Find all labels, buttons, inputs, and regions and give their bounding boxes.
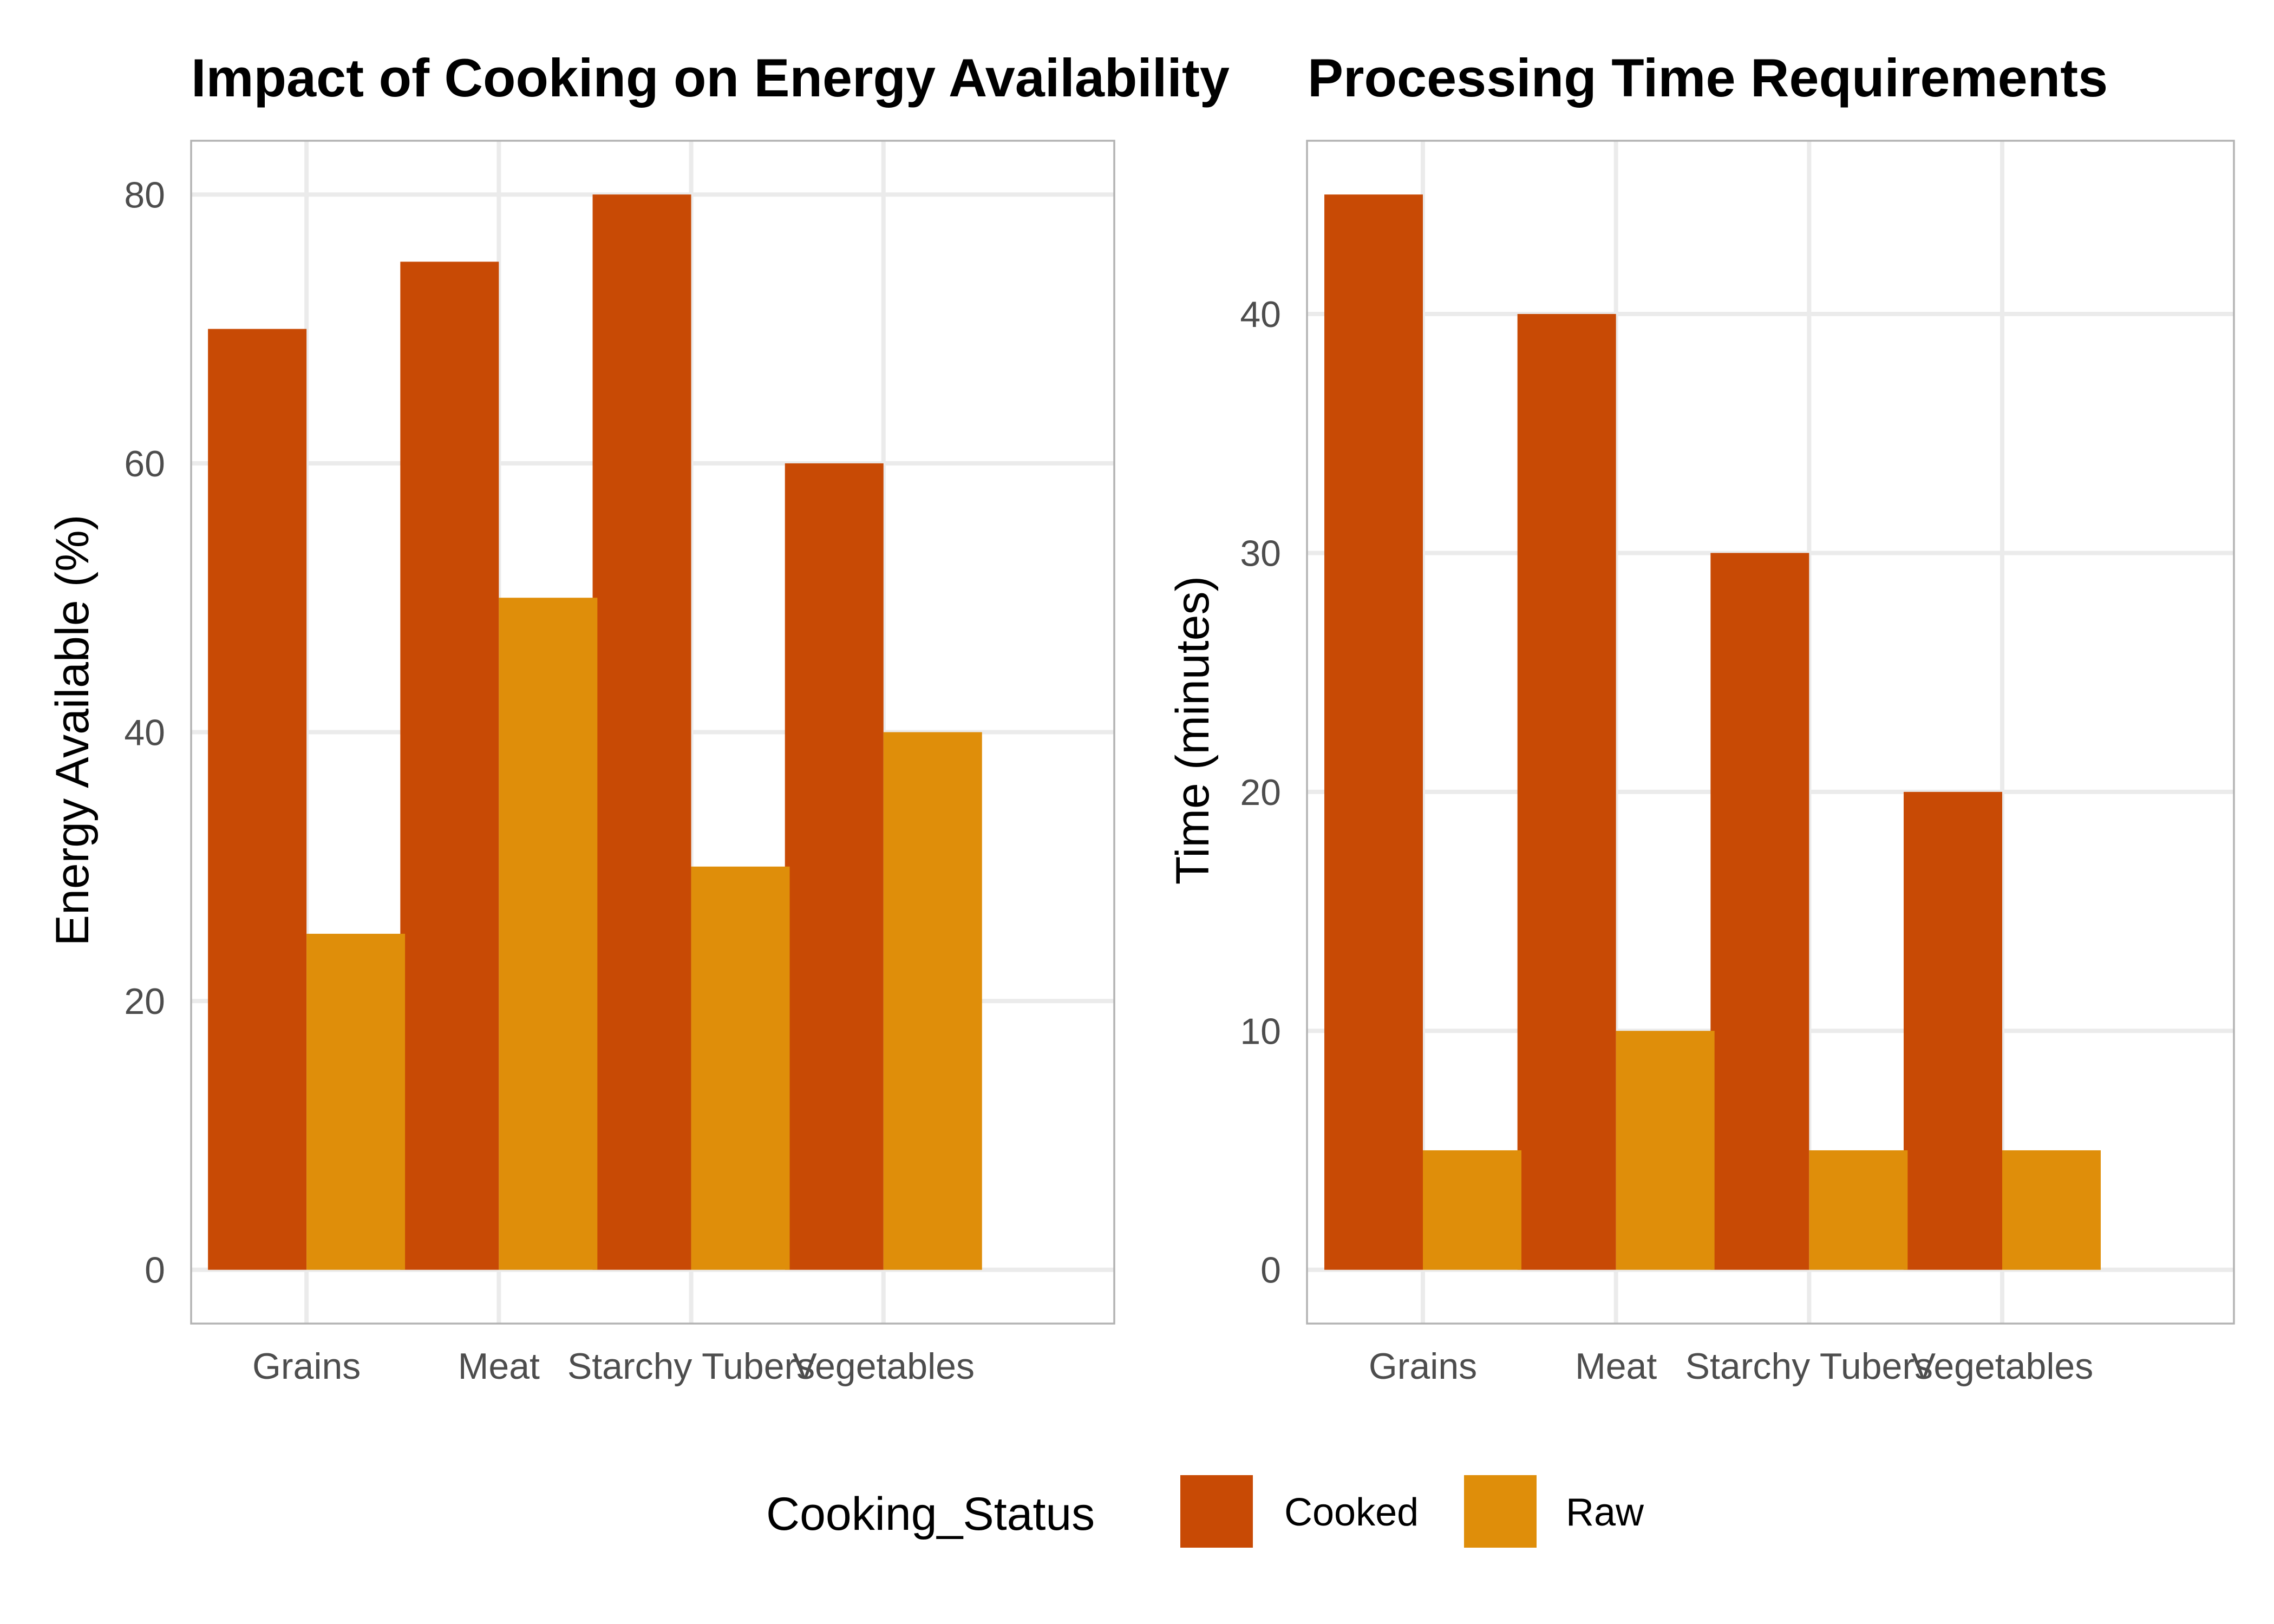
time-chart-x-tick-label-meat: Meat (1575, 1346, 1657, 1387)
time-chart-y-ticks: 0 10 20 30 40 (1240, 294, 1281, 1291)
energy-chart-bar-meat-raw (499, 598, 598, 1270)
legend: Cooking_Status Cooked Raw (766, 1475, 1644, 1548)
time-chart-x-tick-label-vegetables: Vegetables (1911, 1346, 2094, 1387)
legend-swatch-raw (1464, 1475, 1537, 1548)
energy-chart-panel: Impact of Cooking on Energy Availability… (47, 48, 1230, 1387)
time-chart-panel: Processing Time Requirements 0 10 20 30 40 G… (1167, 48, 2235, 1387)
energy-chart-y-tick-label: 40 (124, 712, 165, 754)
energy-chart-x-tick-label-starchy-tubers: Starchy Tubers (567, 1346, 815, 1387)
time-chart-bar-grains-cooked (1324, 194, 1423, 1270)
energy-chart-bar-grains-cooked (208, 329, 307, 1270)
time-chart-y-tick-label: 0 (1260, 1250, 1281, 1291)
energy-chart-y-tick-label: 0 (145, 1250, 165, 1291)
time-chart-y-tick-label: 40 (1240, 294, 1281, 335)
energy-chart-y-tick-label: 20 (124, 981, 165, 1022)
time-chart-bar-vegetables-raw (2002, 1150, 2101, 1270)
time-chart-bar-starchy-tubers-raw (1809, 1150, 1908, 1270)
time-chart-bars (1324, 194, 2101, 1270)
time-chart-frame (1306, 140, 2235, 1325)
time-chart-y-axis-title: Time (minutes) (1167, 576, 1219, 885)
energy-chart-bars (208, 194, 982, 1270)
time-chart-y-tick-label: 30 (1240, 533, 1281, 574)
time-chart-bar-meat-cooked (1517, 314, 1616, 1270)
legend-swatch-cooked (1180, 1475, 1253, 1548)
energy-chart-bar-meat-cooked (400, 261, 499, 1270)
energy-chart-x-tick-label-meat: Meat (458, 1346, 540, 1387)
energy-chart-y-axis-title: Energy Available (%) (47, 515, 99, 946)
time-chart-bar-starchy-tubers-cooked (1710, 553, 1809, 1270)
energy-chart-frame (190, 140, 1115, 1325)
energy-chart-bar-grains-raw (306, 933, 406, 1270)
time-chart-x-tick-label-grains: Grains (1369, 1346, 1477, 1387)
energy-chart-y-ticks: 0 20 40 60 80 (124, 174, 165, 1291)
time-chart-bar-vegetables-cooked (1904, 791, 2002, 1270)
legend-title: Cooking_Status (766, 1488, 1095, 1540)
time-chart-y-tick-label: 10 (1240, 1011, 1281, 1052)
energy-chart-bar-vegetables-cooked (785, 463, 884, 1270)
energy-chart-x-tick-label-vegetables: Vegetables (792, 1346, 975, 1387)
energy-chart-bar-starchy-tubers-cooked (592, 194, 691, 1270)
energy-chart-title: Impact of Cooking on Energy Availability (191, 48, 1230, 108)
energy-chart-x-tick-label-grains: Grains (252, 1346, 361, 1387)
energy-chart-y-tick-label: 60 (124, 443, 165, 484)
time-chart-x-tick-label-starchy-tubers: Starchy Tubers (1685, 1346, 1933, 1387)
time-chart-title: Processing Time Requirements (1308, 48, 2108, 108)
energy-chart-bar-vegetables-raw (883, 732, 982, 1270)
energy-chart-y-tick-label: 80 (124, 174, 165, 215)
time-chart-bar-grains-raw (1423, 1150, 1521, 1270)
time-chart-bar-meat-raw (1616, 1031, 1715, 1270)
time-chart-y-tick-label: 20 (1240, 772, 1281, 813)
legend-label-cooked: Cooked (1284, 1491, 1419, 1534)
legend-label-raw: Raw (1566, 1491, 1644, 1534)
energy-chart-bar-starchy-tubers-raw (691, 866, 790, 1270)
